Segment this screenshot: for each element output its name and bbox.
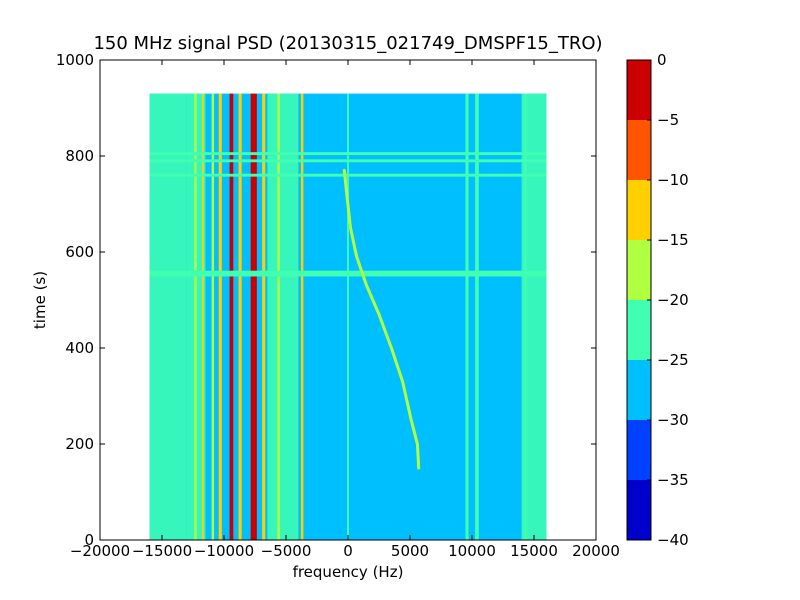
x-tick-label: 10000 — [448, 542, 496, 560]
colorbar-tick-label: −25 — [657, 351, 689, 369]
heatmap-layer — [149, 93, 547, 540]
carrier-line — [201, 93, 204, 540]
y-tick-label: 800 — [65, 147, 94, 165]
carrier-line — [300, 93, 304, 540]
carrier-line — [524, 93, 527, 540]
interference-line — [149, 173, 547, 177]
carrier-line — [211, 93, 215, 540]
interference-line — [149, 270, 547, 277]
noise-band — [267, 93, 299, 540]
colorbar-segment — [627, 360, 651, 420]
y-tick-label: 0 — [84, 531, 94, 549]
y-axis-label: time (s) — [31, 271, 49, 329]
carrier-line — [347, 93, 349, 540]
colorbar-tick-label: −15 — [657, 231, 689, 249]
colorbar-segment — [627, 300, 651, 360]
interference-line — [149, 152, 547, 156]
x-axis-label: frequency (Hz) — [293, 563, 404, 581]
colorbar-tick-label: 0 — [657, 51, 667, 69]
colorbar-segment — [627, 180, 651, 240]
axes: −20000 −15000 −10000 −5000 0 5000 10000 15000 20… — [56, 51, 620, 560]
colorbar-segment — [627, 480, 651, 540]
x-tick-label: 20000 — [572, 542, 620, 560]
colorbar-segment — [627, 420, 651, 480]
x-tick-label: −5000 — [261, 542, 312, 560]
carrier-line — [277, 93, 280, 540]
carrier-line — [194, 93, 197, 540]
noise-band — [149, 93, 187, 540]
carrier-line — [218, 93, 222, 540]
chart-title: 150 MHz signal PSD (20130315_021749_DMSP… — [93, 33, 602, 54]
colorbar-segment — [627, 240, 651, 300]
interference-line — [149, 159, 547, 163]
x-tick-label: −10000 — [194, 542, 254, 560]
x-tick-label: −15000 — [132, 542, 192, 560]
x-tick-label: 15000 — [510, 542, 558, 560]
colorbar-tick-label: −20 — [657, 291, 689, 309]
colorbar-tick-label: −35 — [657, 471, 689, 489]
colorbar-tick-label: −40 — [657, 531, 689, 549]
x-tick-label: 5000 — [391, 542, 429, 560]
carrier-line — [250, 93, 257, 540]
carrier-line — [475, 93, 479, 540]
carrier-line — [229, 93, 234, 540]
carrier-line — [465, 93, 469, 540]
x-tick-label: 0 — [343, 542, 353, 560]
colorbar-tick-label: −5 — [657, 111, 679, 129]
y-tick-label: 600 — [65, 243, 94, 261]
colorbar-tick-label: −10 — [657, 171, 689, 189]
colorbar-segment — [627, 60, 651, 120]
carrier-line — [238, 93, 242, 540]
colorbar-segment — [627, 120, 651, 180]
x-tick-label: −20000 — [70, 542, 130, 560]
colorbar: 0 −5 −10 −15 −20 −25 −30 −35 −40 — [626, 51, 689, 549]
carrier-line — [262, 93, 266, 540]
y-tick-label: 1000 — [56, 51, 94, 69]
y-tick-label: 400 — [65, 339, 94, 357]
doppler-trace — [342, 168, 421, 470]
colorbar-tick-label: −30 — [657, 411, 689, 429]
y-tick-label: 200 — [65, 435, 94, 453]
